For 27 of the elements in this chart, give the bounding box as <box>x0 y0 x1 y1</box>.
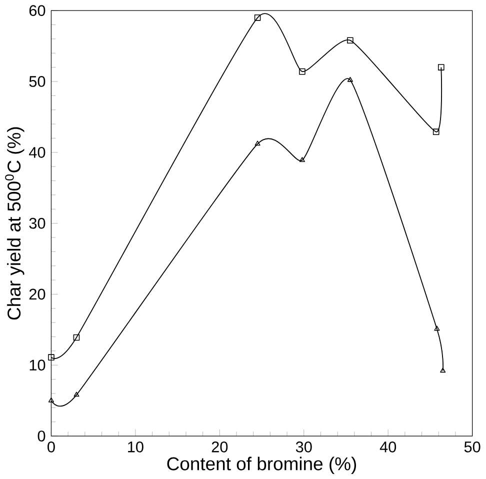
point <box>254 14 261 21</box>
x-axis-title: Content of bromine (%) <box>167 456 356 474</box>
point <box>432 128 440 135</box>
x-tick-label: 0 <box>48 441 55 452</box>
y-tick-label: 60 <box>29 5 46 16</box>
point <box>299 156 305 162</box>
x-tick-label: 20 <box>212 441 228 452</box>
y-tick-label: 30 <box>29 218 46 229</box>
y-tick-label: 0 <box>38 430 46 442</box>
point <box>347 37 354 44</box>
point <box>299 68 306 75</box>
point <box>74 392 80 397</box>
y-axis-title: Char yield at 500$^{0}$C (%) <box>5 127 24 320</box>
x-tick-label: 30 <box>296 441 312 452</box>
point <box>347 76 353 82</box>
y-tick-label: 40 <box>29 146 46 158</box>
point <box>48 354 54 360</box>
y-tick-label: 50 <box>29 76 46 87</box>
x-tick-label: 50 <box>464 441 480 452</box>
point <box>73 334 80 341</box>
point <box>254 140 260 146</box>
y-tick-label: 20 <box>29 288 46 300</box>
x-tick-label: 10 <box>128 441 144 452</box>
point <box>438 64 444 70</box>
y-tick-label: 10 <box>30 360 46 371</box>
point <box>434 326 440 331</box>
x-tick-label: 40 <box>380 441 396 452</box>
